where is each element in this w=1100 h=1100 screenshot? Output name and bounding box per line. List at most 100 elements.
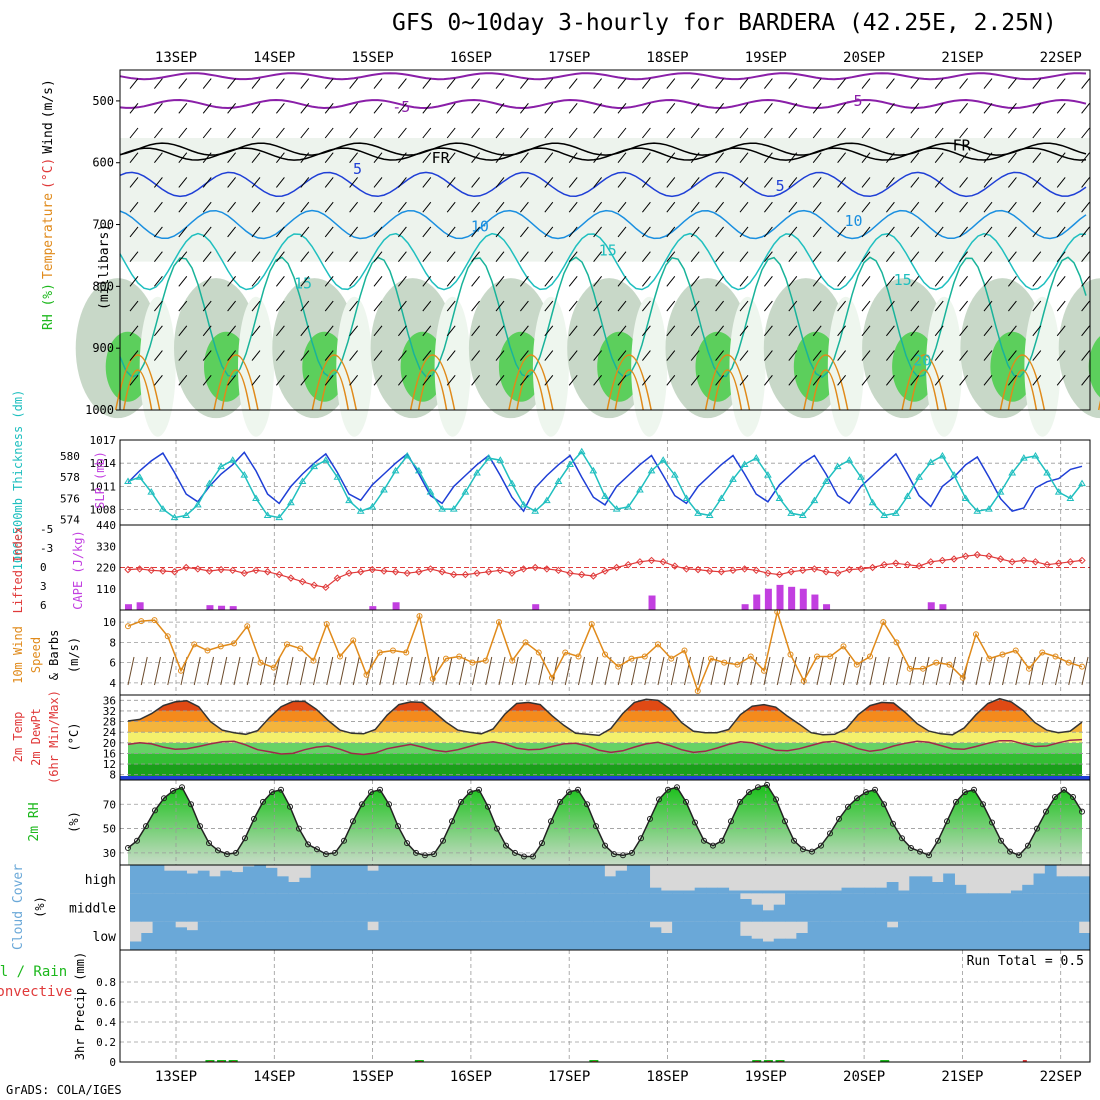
thickness-point <box>484 454 493 461</box>
left-tick-label: -5 <box>40 523 53 536</box>
wind-barb <box>544 251 554 262</box>
rh-2m-point <box>620 852 626 859</box>
cloud-cell <box>864 887 876 894</box>
rh-2m-point <box>404 840 410 847</box>
cape-bar <box>206 605 214 610</box>
lifted-index-point <box>996 555 1005 563</box>
wind-barb <box>207 656 214 686</box>
top-date-label: 19SEP <box>745 50 787 66</box>
wind-barb <box>1081 127 1090 139</box>
cloud-cell <box>355 921 368 950</box>
temp-band <box>128 710 1082 722</box>
wind-barb <box>398 177 407 188</box>
thickness-point <box>531 507 540 514</box>
wind-barb <box>869 656 877 686</box>
cloud-cell <box>593 893 605 922</box>
cloud-cell <box>1056 921 1068 950</box>
cloud-cell <box>152 921 165 950</box>
cloud-cell <box>559 865 571 894</box>
wind-barb <box>154 177 163 188</box>
rh-2m-point <box>440 837 446 844</box>
lifted-index-point <box>124 565 132 574</box>
wind-barb <box>812 276 822 287</box>
wind-barb <box>202 102 212 114</box>
wind-barb <box>816 656 824 686</box>
thickness-point <box>903 492 912 499</box>
thickness-point <box>752 454 761 461</box>
wind-barb <box>471 350 480 361</box>
wind-barb <box>154 127 163 139</box>
wind-barb <box>568 251 578 262</box>
wind-barb <box>544 177 554 188</box>
wind-barb <box>886 374 895 386</box>
cloud-cell <box>491 921 504 950</box>
lifted-index-point <box>438 568 446 576</box>
rh-2m-point <box>539 840 545 847</box>
cloud-cell <box>1078 933 1091 950</box>
rh-2m-point <box>566 789 572 796</box>
y-tick-label: 800 <box>92 279 114 293</box>
wind-barb <box>910 127 920 139</box>
wind-barb <box>544 201 554 213</box>
rh-2m-point <box>710 842 716 849</box>
wind-speed-point <box>217 643 224 650</box>
wind-speed-point <box>125 623 131 630</box>
wind-barb <box>373 251 383 262</box>
thickness-point <box>845 456 854 463</box>
lifted-index-point <box>868 563 877 572</box>
cloud-cell <box>502 865 515 894</box>
wind-barb <box>739 127 749 139</box>
wind-barb <box>349 152 358 164</box>
left-tick-label: 0 <box>40 561 47 574</box>
wind-barb <box>837 226 846 238</box>
wind-speed-point <box>270 664 277 671</box>
wind-barb <box>739 374 749 386</box>
cloud-cell <box>954 921 967 950</box>
wind-barb <box>739 251 749 262</box>
cloud-cell <box>378 865 391 894</box>
thickness-point <box>938 451 947 459</box>
lifted-index-point <box>403 569 411 577</box>
contour-line <box>1007 369 1038 411</box>
wind-barb <box>739 152 749 164</box>
cloud-cell <box>288 921 300 950</box>
wind-barb <box>1008 251 1017 262</box>
wind-barb <box>593 177 602 188</box>
wind-barb <box>788 78 798 89</box>
wind-barb <box>324 152 334 164</box>
thickness-point <box>1019 454 1028 461</box>
cloud-cell <box>163 921 176 950</box>
wind-barb <box>373 102 383 114</box>
y-tick-label: 600 <box>92 156 114 170</box>
rh-2m-point <box>872 786 878 793</box>
wind-barb <box>471 276 480 287</box>
wind-barb <box>276 102 285 114</box>
wind-speed-line <box>127 609 1083 694</box>
thickness-point <box>356 507 365 514</box>
cloud-cell <box>683 921 696 950</box>
cloud-cell <box>683 893 696 922</box>
wind-barb <box>276 251 285 262</box>
wind-barb <box>666 374 676 386</box>
rh-2m-point <box>125 845 131 851</box>
cloud-cell <box>265 867 278 894</box>
y-tick-label: 20 <box>103 737 116 750</box>
wind-barb <box>715 251 724 262</box>
cloud-cell <box>1078 893 1091 922</box>
wind-barb <box>593 374 602 386</box>
run-total-label: Run Total = 0.5 <box>967 954 1084 969</box>
thickness-point <box>775 494 784 501</box>
wind-barb <box>276 276 285 287</box>
thickness-point <box>985 505 993 512</box>
wind-barb <box>276 177 285 188</box>
wind-barb <box>349 251 358 262</box>
wind-barb <box>959 177 968 188</box>
wind-barb <box>227 152 236 164</box>
wind-barb <box>568 177 578 188</box>
cape-bar <box>392 602 400 610</box>
wind-barb <box>837 325 846 337</box>
wind-barb <box>1032 152 1042 164</box>
lifted-index-point <box>1055 559 1063 567</box>
cloud-cell <box>762 890 775 894</box>
thickness-point <box>333 473 342 480</box>
